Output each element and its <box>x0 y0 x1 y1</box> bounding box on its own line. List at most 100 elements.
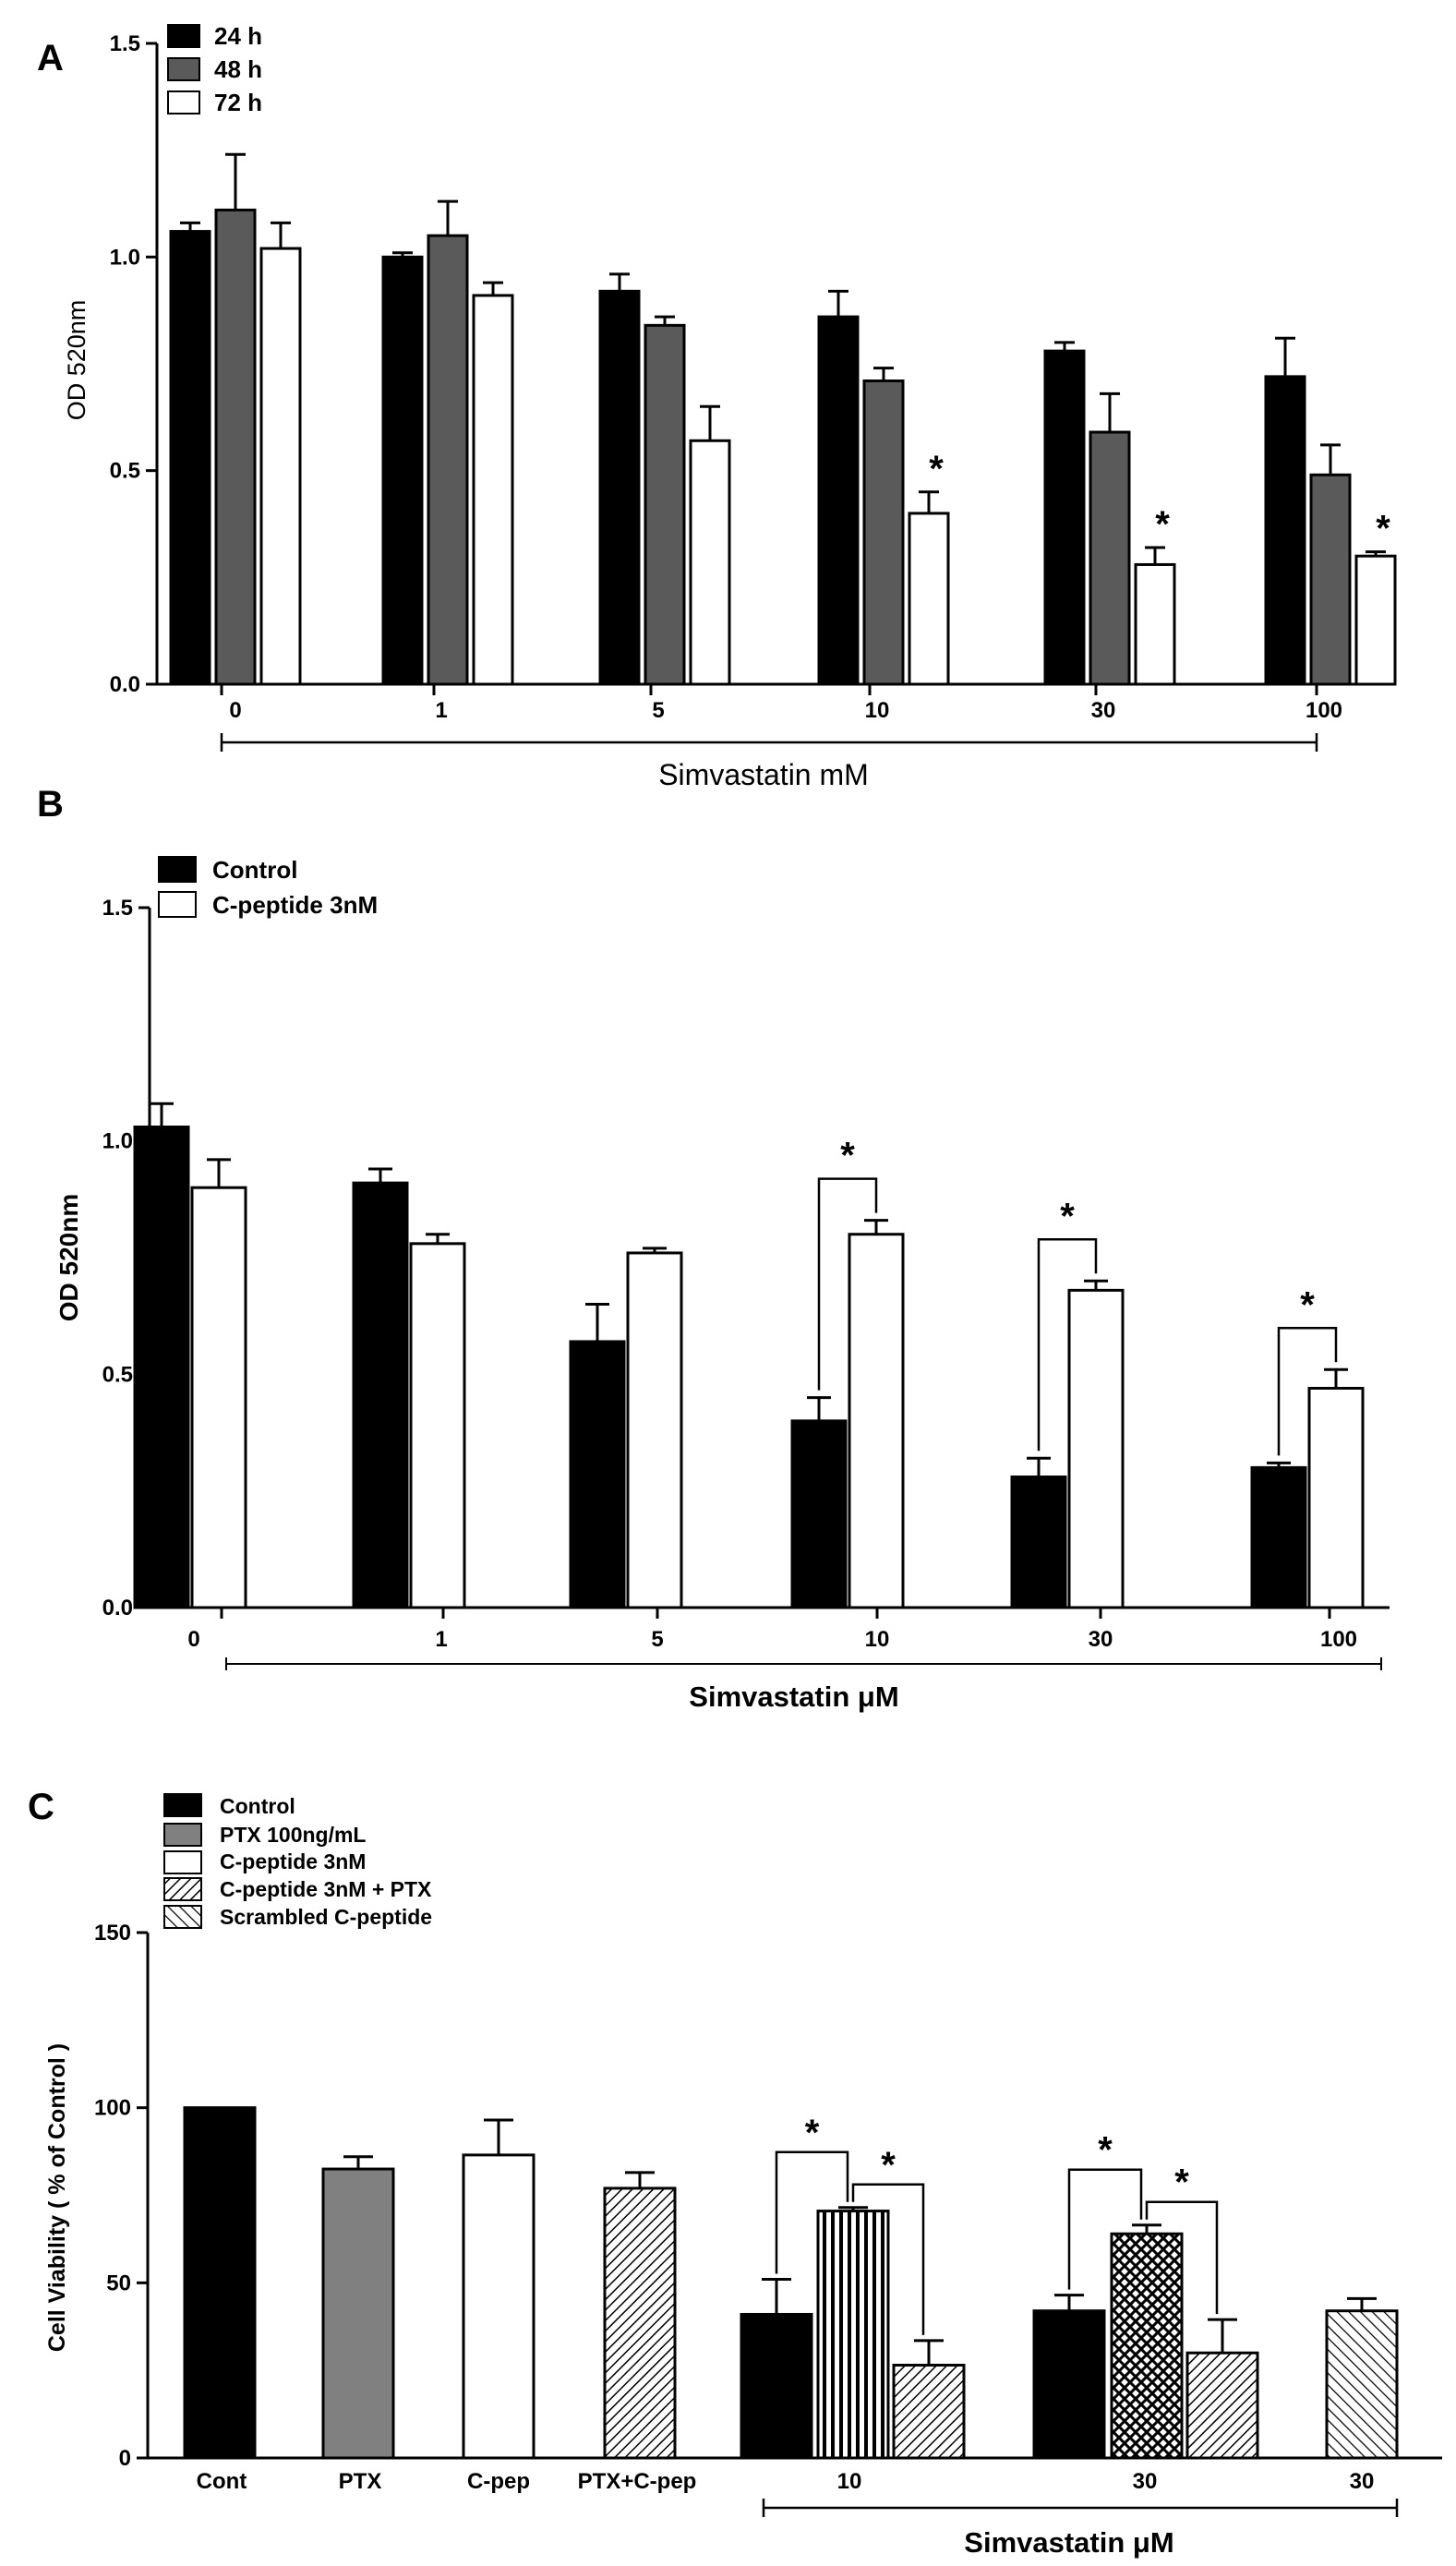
y-tick-label: 1.5 <box>110 31 140 56</box>
significance-star: * <box>840 1136 855 1176</box>
panel-a-x-ticks: 0 1 5 10 30 100 <box>220 684 1342 723</box>
bar-white-C-pep <box>462 2153 535 2460</box>
y-tick-label: 0 <box>119 2446 131 2471</box>
legend-label-control-c: Control <box>220 1794 295 1818</box>
panel-a-y-axis-label: OD 520nm <box>63 300 90 421</box>
x-tick-label: 10 <box>865 698 890 723</box>
panel-b-y-ticks: 0.0 0.5 1.0 1.5 <box>102 896 150 1620</box>
panel-c-x-bracket <box>762 2499 1399 2517</box>
bar-24h-0 <box>169 230 211 686</box>
significance-bracket <box>1145 2200 1219 2315</box>
panel-c-legend: Control PTX 100ng/mL C-peptide 3nM C-pep… <box>163 1793 432 1929</box>
significance-star: * <box>1098 2130 1113 2171</box>
legend-label-ptx: PTX 100ng/mL <box>220 1823 366 1847</box>
bar-48h-1 <box>427 234 469 686</box>
panel-c-bars <box>183 2106 1399 2460</box>
x-tick-label: 10 <box>837 2469 862 2494</box>
legend-swatch-24h <box>167 24 200 48</box>
bar-hatch-diagonal-30 <box>1325 2309 1399 2460</box>
panel-b-bars <box>133 1102 1365 1609</box>
legend-swatch-c-peptide-ptx <box>163 1877 202 1901</box>
legend-label-c-peptide-c: C-peptide 3nM <box>220 1849 366 1873</box>
legend-swatch-c-peptide <box>158 891 197 918</box>
significance-bracket <box>1037 1238 1098 1452</box>
legend-swatch-48h <box>167 57 200 81</box>
bar-Control-0 <box>133 1126 190 1609</box>
panel-c-y-axis-label: Cell Viability ( % of Control ) <box>44 2043 70 2352</box>
y-tick-label: 150 <box>94 1921 131 1946</box>
x-tick-label: 30 <box>1133 2469 1158 2494</box>
legend-label-c-peptide: C-peptide 3nM <box>212 891 378 919</box>
y-tick-label: 50 <box>106 2271 131 2295</box>
panel-a-bars <box>169 152 1397 686</box>
x-tick-label: 0 <box>229 698 241 723</box>
panel-b-significance: * * * <box>817 1136 1338 1456</box>
significance-bracket <box>851 2183 925 2335</box>
significance-bracket <box>775 2150 849 2274</box>
significance-star: * <box>1060 1196 1075 1236</box>
panel-a-x-bracket <box>220 733 1318 752</box>
y-tick-label: 0.5 <box>110 459 140 484</box>
legend-label-scrambled: Scrambled C-peptide <box>220 1905 432 1929</box>
panel-c-significance: * * * * <box>775 2113 1219 2335</box>
bar-black-30 <box>1032 2309 1106 2460</box>
bar-hatch-dense-30 <box>1185 2351 1259 2460</box>
y-tick-label: 0.0 <box>110 672 140 697</box>
bar-24h-1 <box>381 255 424 686</box>
bar-Control-10 <box>790 1419 848 1609</box>
panel-b-legend: Control C-peptide 3nM <box>158 856 378 919</box>
panel-b-letter: B <box>37 784 64 825</box>
legend-label-24h: 24 h <box>214 22 262 50</box>
x-tick-label: PTX <box>339 2469 382 2494</box>
significance-star: * <box>881 2145 896 2186</box>
panel-c-y-ticks: 0 50 100 150 <box>94 1921 148 2471</box>
panel-b-x-axis-title: Simvastatin μM <box>689 1681 898 1713</box>
bar-48h-0 <box>214 208 257 686</box>
x-tick-label: 1 <box>435 1627 447 1652</box>
bar-C-peptide3nM-10 <box>848 1233 905 1609</box>
x-tick-label: 30 <box>1089 1627 1113 1652</box>
bar-hatch-dense-10 <box>892 2363 966 2460</box>
bar-72h-30 <box>1134 562 1176 686</box>
bar-crosshatch-30 <box>1110 2232 1184 2460</box>
bar-black-Cont <box>183 2106 257 2460</box>
bar-gray-PTX <box>321 2167 395 2460</box>
legend-label-control: Control <box>212 856 297 884</box>
bar-24h-10 <box>817 315 860 686</box>
panel-a-x-axis-title: Simvastatin mM <box>658 758 869 791</box>
significance-bracket <box>817 1177 878 1391</box>
x-tick-label: PTX+C-pep <box>578 2469 697 2494</box>
panel-c: C Control PTX 100ng/mL C-peptide 3nM C-p… <box>28 1787 1442 2559</box>
bar-24h-100 <box>1264 375 1306 686</box>
significance-bracket <box>1277 1327 1338 1456</box>
legend-swatch-control <box>158 856 197 883</box>
panel-b-x-ticks: 0 1 5 10 30 100 <box>187 1608 1357 1652</box>
significance-bracket <box>1067 2168 1143 2290</box>
legend-label-48h: 48 h <box>214 55 262 83</box>
x-tick-label: Cont <box>197 2469 247 2494</box>
legend-swatch-72h <box>167 90 200 114</box>
bar-48h-100 <box>1309 473 1352 686</box>
x-tick-label: 100 <box>1306 698 1342 723</box>
bar-Control-1 <box>352 1181 409 1609</box>
panel-a-letter: A <box>37 38 64 78</box>
panel-c-letter: C <box>28 1787 54 1827</box>
panel-a: A 24 h 48 h 72 h 0.0 0.5 1.0 1.5 0 1 5 10 30 100… <box>37 22 1397 791</box>
bar-Control-100 <box>1250 1465 1307 1609</box>
bar-72h-10 <box>908 512 950 686</box>
bar-hatch-dense-PTX+C-pep <box>603 2187 677 2460</box>
significance-star: * <box>1376 509 1390 549</box>
significance-star: * <box>1155 504 1170 545</box>
x-tick-label: 10 <box>865 1627 890 1652</box>
bar-48h-5 <box>644 323 686 686</box>
y-tick-label: 1.0 <box>102 1129 133 1154</box>
panel-a-legend: 24 h 48 h 72 h <box>167 22 262 116</box>
y-tick-label: 0.5 <box>102 1362 133 1387</box>
bar-C-peptide3nM-100 <box>1307 1386 1365 1609</box>
significance-star: * <box>929 449 944 489</box>
bar-vertical-stripes-10 <box>816 2210 890 2460</box>
bar-72h-5 <box>689 439 731 686</box>
significance-star: * <box>1174 2162 1189 2203</box>
bar-black-10 <box>740 2312 813 2460</box>
y-tick-label: 1.0 <box>110 245 140 270</box>
